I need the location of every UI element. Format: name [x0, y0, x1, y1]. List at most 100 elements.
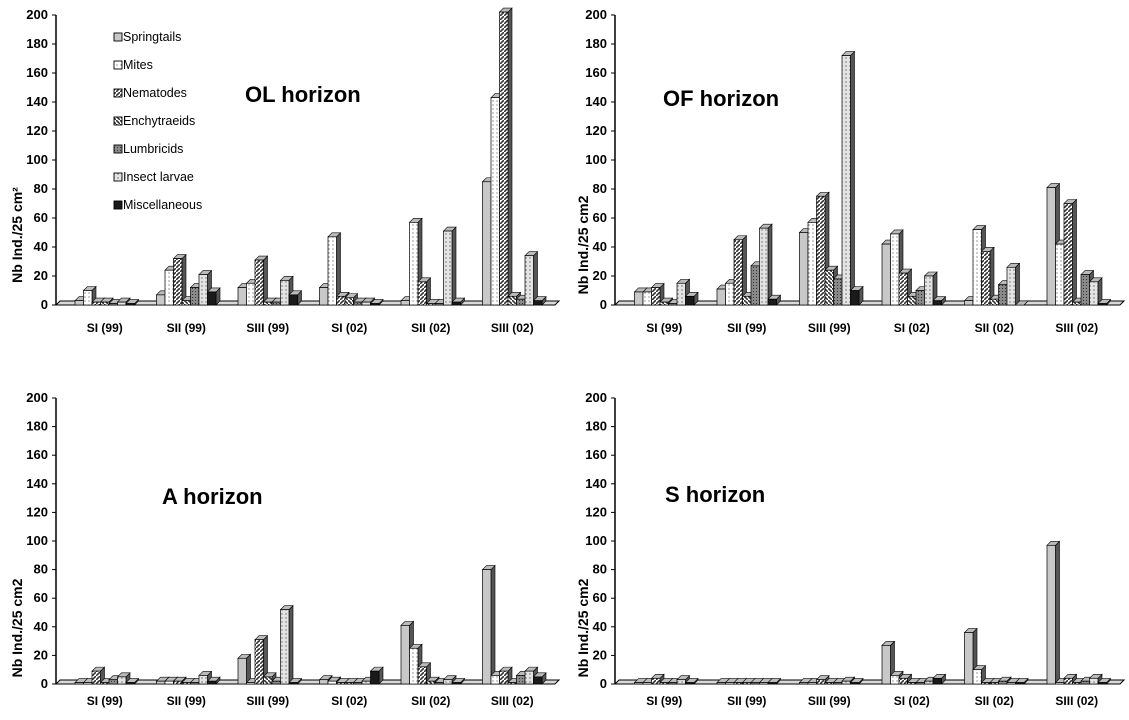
chart-panel-4: 0 20 40 60 80 100 120 140 160 180 200 SI (99) SII (9… [575, 390, 1126, 708]
bar [206, 287, 221, 306]
y-tick-label: 140 [26, 94, 48, 109]
y-tick-label: 60 [593, 590, 607, 605]
y-tick-label: 100 [585, 533, 607, 548]
legend-swatch [113, 88, 123, 98]
bar [524, 250, 539, 306]
chart-title: OL horizon [245, 82, 361, 107]
y-axis-label: Nb Ind./25 cm2 [575, 195, 591, 294]
bar [288, 290, 303, 306]
y-axis-label: Nb Ind./25 cm2 [9, 578, 25, 677]
y-tick-label: 60 [34, 210, 48, 225]
y-tick-label: 160 [26, 65, 48, 80]
bar [237, 653, 252, 685]
y-tick-label: 20 [593, 268, 607, 283]
bar [881, 640, 896, 685]
chart-title: OF horizon [663, 86, 779, 111]
bar [532, 672, 547, 685]
x-tick-label: SI (02) [331, 321, 367, 335]
y-tick-label: 80 [34, 562, 48, 577]
bar [849, 285, 864, 306]
x-tick-label: SI (99) [87, 321, 123, 335]
bar [1014, 677, 1029, 685]
legend-item: Springtails [113, 30, 181, 44]
bar [684, 677, 699, 685]
x-tick-label: SI (02) [331, 694, 367, 708]
y-tick-label: 120 [26, 504, 48, 519]
x-tick-label: SI (02) [894, 321, 930, 335]
bar [1014, 300, 1029, 306]
legend-label: Nematodes [123, 86, 187, 100]
x-tick-label: SIII (02) [491, 694, 534, 708]
y-tick-label: 180 [585, 419, 607, 434]
bar [932, 295, 947, 306]
bar [288, 677, 303, 685]
legend-label: Enchytraeids [123, 114, 195, 128]
bar [758, 223, 773, 306]
y-tick-label: 200 [26, 7, 48, 22]
legend-item: Miscellaneous [113, 198, 202, 212]
legend-swatch [113, 200, 123, 210]
bar [425, 676, 440, 685]
bar [532, 295, 547, 306]
bar [849, 677, 864, 685]
x-tick-label: SI (99) [87, 694, 123, 708]
y-tick-label: 20 [593, 647, 607, 662]
y-tick-label: 40 [34, 239, 48, 254]
legend-label: Springtails [123, 30, 181, 44]
chart-title: A horizon [162, 484, 263, 509]
y-axis-label: Nb Ind./25 cm2 [575, 578, 591, 677]
legend-swatch [113, 60, 123, 70]
bar [442, 674, 457, 685]
y-tick-label: 100 [26, 152, 48, 167]
y-tick-label: 120 [585, 123, 607, 138]
legend-item: Lumbricids [113, 142, 183, 156]
x-tick-label: SII (99) [727, 321, 766, 335]
x-tick-label: SII (99) [727, 694, 766, 708]
bar [369, 298, 384, 306]
y-tick-label: 80 [593, 181, 607, 196]
y-tick-label: 180 [26, 419, 48, 434]
legend: Springtails Mites Nematodes Enchytraeids Lum… [113, 30, 202, 212]
bar [417, 277, 432, 306]
y-tick-label: 120 [585, 504, 607, 519]
y-tick-label: 200 [585, 390, 607, 405]
bar [451, 677, 466, 685]
y-tick-label: 40 [593, 239, 607, 254]
x-tick-label: SI (99) [646, 321, 682, 335]
bar [1063, 198, 1078, 306]
bar [327, 232, 342, 306]
legend-swatch [113, 116, 123, 126]
y-tick-label: 60 [34, 590, 48, 605]
bar [767, 677, 782, 685]
bar [498, 7, 513, 306]
y-tick-label: 0 [600, 297, 607, 312]
bar [1097, 298, 1112, 306]
y-tick-label: 140 [26, 476, 48, 491]
legend-swatch [113, 144, 123, 154]
y-tick-label: 80 [593, 562, 607, 577]
x-tick-label: SII (99) [167, 321, 206, 335]
y-tick-label: 40 [593, 619, 607, 634]
x-tick-label: SII (02) [411, 321, 450, 335]
bar [733, 235, 748, 306]
bar [1046, 540, 1061, 685]
bar [442, 226, 457, 306]
legend-swatch [113, 32, 123, 42]
x-tick-label: SII (02) [411, 694, 450, 708]
y-tick-label: 180 [585, 36, 607, 51]
x-tick-label: SIII (02) [1055, 694, 1098, 708]
y-tick-label: 20 [34, 268, 48, 283]
chart-panel-1: 0 20 40 60 80 100 120 140 160 180 200 SI (99) SII (9… [9, 7, 561, 335]
bar [279, 604, 294, 685]
bar [932, 673, 947, 685]
y-tick-label: 40 [34, 619, 48, 634]
legend-item: Insect larvae [113, 170, 194, 184]
y-tick-label: 140 [585, 476, 607, 491]
bar [684, 291, 699, 306]
bar [1088, 277, 1103, 306]
chart-panel-3: 0 20 40 60 80 100 120 140 160 180 200 SI (99) SII (9… [9, 390, 561, 708]
y-tick-label: 140 [585, 94, 607, 109]
chart-title: S horizon [665, 482, 765, 507]
y-axis-label: Nb Ind./25 cm² [9, 187, 25, 283]
